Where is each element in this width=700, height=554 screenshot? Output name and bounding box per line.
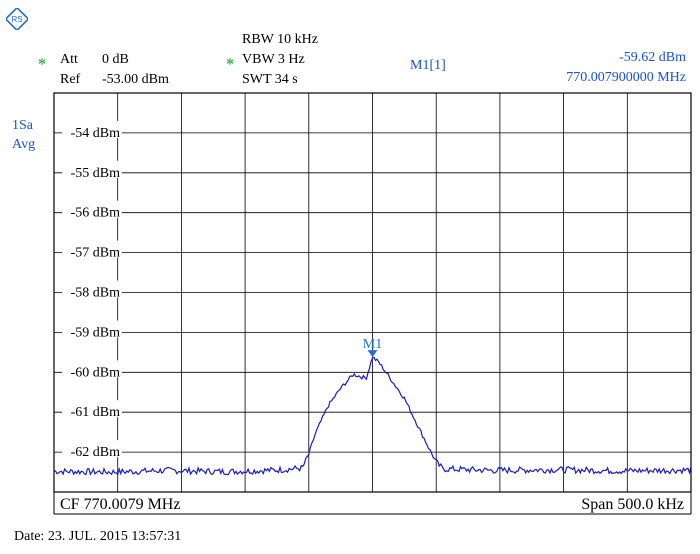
marker-level: -59.62 dBm: [619, 50, 686, 65]
y-tick-label: -61 dBm: [71, 405, 121, 420]
marker-frequency: 770.007900000 MHz: [566, 70, 686, 85]
spectrum-trace: [53, 356, 692, 476]
rs-logo-icon: RS: [6, 8, 28, 30]
y-tick-label: -60 dBm: [71, 365, 121, 380]
att-value: 0 dB: [102, 52, 129, 67]
y-tick-label-bg: [62, 320, 122, 338]
center-frequency: CF 770.0079 MHz: [60, 496, 181, 513]
y-tick-label: -55 dBm: [71, 166, 121, 181]
y-tick-label-bg: [62, 240, 122, 258]
chart-grid: [54, 93, 691, 492]
y-tick-label-bg: [62, 120, 122, 138]
rbw-setting: RBW 10 kHz: [242, 32, 318, 47]
swt-setting: SWT 34 s: [242, 72, 298, 87]
att-star: *: [38, 56, 46, 73]
plot-frame: [53, 92, 692, 493]
y-tick-labels: -54 dBm -55 dBm -56 dBm -57 dBm -58 dBm -59 d…: [62, 120, 122, 460]
y-tick-label-bg: [62, 400, 122, 418]
y-tick-label: -58 dBm: [71, 286, 121, 301]
ref-value: -53.00 dBm: [102, 72, 169, 87]
y-tick-label: -54 dBm: [71, 126, 121, 141]
capture-date: Date: 23. JUL. 2015 13:57:31: [14, 529, 182, 544]
ref-label: Ref: [60, 72, 81, 87]
marker-name: M1[1]: [410, 58, 446, 73]
span-setting: Span 500.0 kHz: [581, 496, 684, 513]
svg-text:RS: RS: [11, 15, 22, 24]
y-tick-label-bg: [62, 160, 122, 178]
y-tick-label-bg: [62, 360, 122, 378]
y-tick-label: -59 dBm: [71, 325, 121, 340]
att-label: Att: [60, 52, 78, 67]
vbw-star: *: [226, 56, 234, 73]
marker-triangle: [367, 350, 378, 358]
y-tick-label-bg: [62, 280, 122, 298]
vbw-setting: VBW 3 Hz: [242, 52, 305, 67]
y-tick-label: -56 dBm: [71, 206, 121, 221]
y-tick-label: -62 dBm: [71, 445, 121, 460]
trace-info-line1: 1Sa: [12, 118, 33, 133]
y-tick-label-bg: [62, 200, 122, 218]
y-tick-label: -57 dBm: [71, 246, 121, 261]
trace-info-line2: Avg: [12, 137, 36, 152]
marker-label: M1: [363, 337, 382, 352]
marker-m1: M1: [363, 337, 382, 358]
y-tick-label-bg: [62, 440, 122, 458]
